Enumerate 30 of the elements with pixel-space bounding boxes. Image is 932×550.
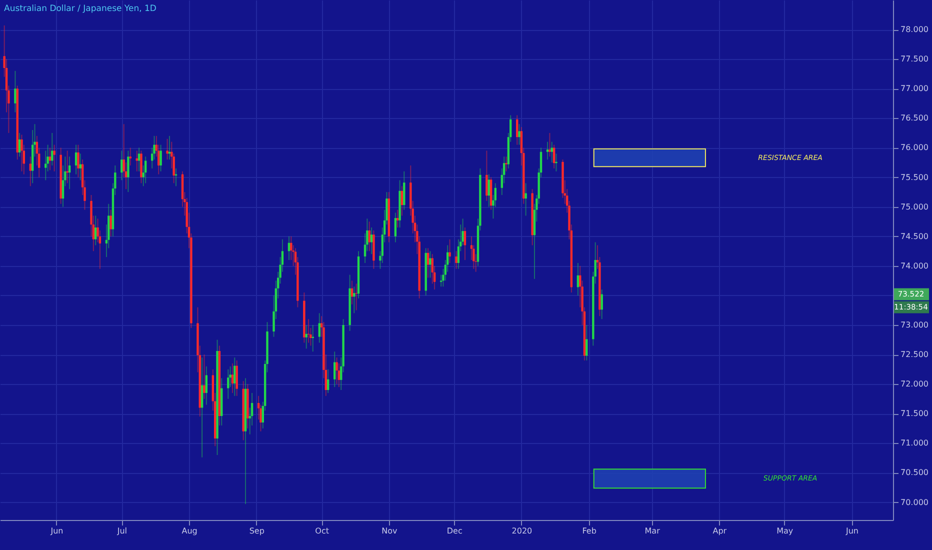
x-tick-label: Dec (446, 526, 462, 536)
y-tick-label: 76.000 (900, 143, 928, 152)
y-tick-label: 75.000 (900, 202, 928, 212)
y-tick-label: 74.000 (900, 261, 928, 270)
y-tick-label: 78.000 (900, 25, 928, 34)
x-tick-label: Sep (249, 526, 264, 536)
y-tick-label: 77.000 (900, 84, 928, 94)
y-tick-label: 73.000 (900, 320, 928, 330)
y-tick-label: 70.500 (900, 468, 928, 478)
x-tick-label: Feb (582, 526, 596, 536)
x-tick-label: Oct (315, 526, 329, 536)
x-tick-label: Jul (116, 526, 127, 536)
y-tick-label: 74.500 (900, 232, 928, 241)
x-tick-label: Mar (644, 526, 661, 536)
x-tick-label: May (776, 526, 794, 536)
y-tick-label: 72.500 (900, 350, 928, 360)
y-tick-label: 76.500 (900, 114, 928, 123)
x-tick-label: Apr (712, 526, 728, 536)
x-tick-label: 2020 (512, 526, 532, 536)
y-tick-label: 72.000 (900, 380, 928, 389)
x-tick-label: Nov (382, 526, 398, 536)
y-tick-label: 70.000 (900, 498, 928, 507)
y-tick-label: 75.500 (900, 172, 928, 182)
y-tick-label: 71.500 (900, 409, 928, 418)
y-tick-label: 71.000 (900, 438, 928, 448)
x-tick-label: Jun (844, 526, 858, 536)
chart-title: Australian Dollar / Japanese Yen, 1D (4, 4, 157, 14)
x-tick-label: Jun (50, 526, 64, 536)
y-tick-label: 77.500 (900, 54, 928, 64)
x-tick-label: Aug (182, 526, 198, 536)
